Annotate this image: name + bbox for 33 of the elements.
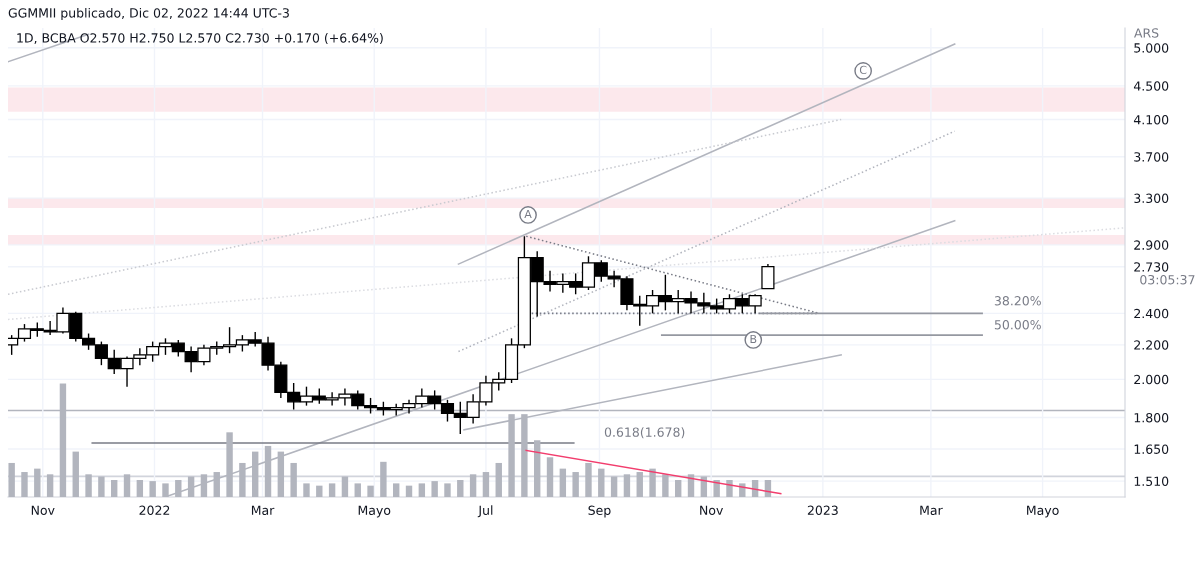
chart-subtitle: 1D, BCBA O2.570 H2.750 L2.570 C2.730 +0.170 (+6.64%) <box>17 32 383 45</box>
text: 03:05:37 <box>1140 274 1195 285</box>
x-tick-label: 2022 <box>139 505 170 516</box>
annotation: 0.618(1.678) <box>604 427 685 439</box>
annotation: B <box>750 334 757 344</box>
chart-title: GGMMII publicado, Dic 02, 2022 14:44 UTC-3 <box>8 7 289 21</box>
x-tick-label: Mayo <box>1027 505 1059 518</box>
y-tick-label: 2.900 <box>1134 240 1169 250</box>
y-tick-label: 2.000 <box>1134 374 1169 385</box>
y-tick-label: 1.650 <box>1134 444 1169 454</box>
x-tick-label: Mar <box>251 505 275 516</box>
y-tick-label: 5.000 <box>1134 43 1169 53</box>
x-tick-label: Nov <box>31 505 55 516</box>
x-tick-label: 2023 <box>807 505 838 516</box>
y-tick-label: 3.700 <box>1134 152 1169 162</box>
y-tick-label: 2.400 <box>1134 308 1169 319</box>
x-tick-label: Jul <box>477 505 493 518</box>
y-tick-label: 3.300 <box>1134 193 1169 204</box>
y-tick-label: 1.800 <box>1134 412 1169 423</box>
y-tick-label: 4.100 <box>1133 115 1169 125</box>
y-tick-label: 4.500 <box>1133 81 1169 91</box>
x-tick-label: Mar <box>920 505 943 516</box>
y-tick-label: 2.730 <box>1134 262 1169 272</box>
x-tick-label: Mayo <box>358 505 391 518</box>
y-tick-label: 1.510 <box>1134 476 1169 486</box>
annotation: 38.20% <box>994 296 1041 306</box>
annotation: 50.00% <box>994 319 1041 330</box>
annotation: A <box>524 209 532 219</box>
annotation: C <box>859 65 867 75</box>
x-tick-label: Sep <box>588 505 611 518</box>
y-tick-label: 2.200 <box>1134 340 1169 350</box>
y-axis-title: ARS <box>1134 28 1159 38</box>
x-tick-label: Nov <box>700 505 723 516</box>
